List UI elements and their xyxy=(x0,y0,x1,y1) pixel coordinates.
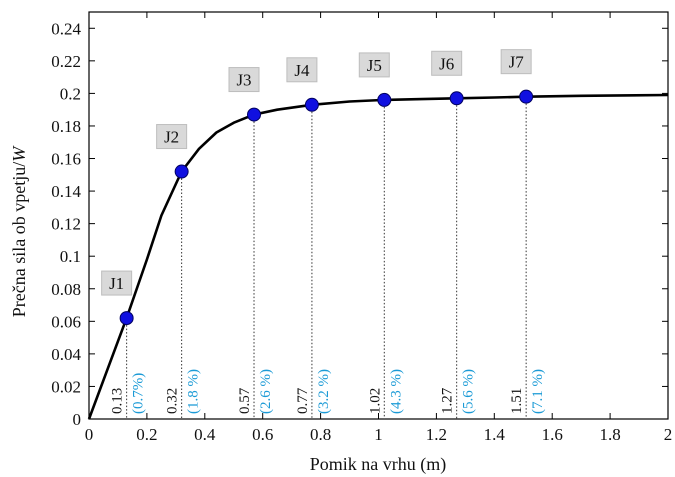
point-label: J1 xyxy=(109,274,124,293)
drift-percent-label: (0.7%) xyxy=(131,373,147,414)
point-marker xyxy=(174,164,189,179)
y-tick-label: 0.06 xyxy=(51,312,81,331)
point-label: J4 xyxy=(294,61,310,80)
point-annotations: 0.13 (0.7%) 0.32 (1.8 %) 0.57 (2.6 %) 0.77 (3.2… xyxy=(110,369,547,414)
x-tick-label: 1.8 xyxy=(599,425,620,444)
y-tick-label: 0.02 xyxy=(51,377,81,396)
displacement-label: 1.51 xyxy=(509,388,525,414)
y-tick-label: 0.1 xyxy=(60,247,81,266)
point-label-box xyxy=(500,49,532,75)
y-tick-label: 0.04 xyxy=(51,345,81,364)
point-marker xyxy=(377,92,392,107)
x-axis-title: Pomik na vrhu (m) xyxy=(310,454,447,475)
point-labels: J1 J2 J3 J4 J5 J6 J7 xyxy=(101,49,532,296)
point-label: J7 xyxy=(509,53,525,72)
y-ticks: 0 0.02 0.04 0.06 0.08 0.1 0.12 0.14 0.16 0.18 0.2 0… xyxy=(51,19,668,429)
y-tick-label: 0.16 xyxy=(51,150,81,169)
displacement-label: 0.57 xyxy=(237,387,253,414)
y-tick-label: 0 xyxy=(73,410,82,429)
point-marker xyxy=(304,97,319,112)
y-tick-label: 0.18 xyxy=(51,117,81,136)
point-marker xyxy=(247,107,262,122)
x-tick-label: 0.8 xyxy=(310,425,331,444)
point-label: J3 xyxy=(236,71,251,90)
x-tick-label: 1.4 xyxy=(484,425,506,444)
displacement-label: 0.32 xyxy=(165,388,181,414)
x-tick-label: 1.6 xyxy=(542,425,563,444)
plot-area: 0 0.2 0.4 0.6 0.8 1 1.2 1.4 1.6 1.8 2 0 0.02 0.04 0.0… xyxy=(51,11,673,444)
y-tick-label: 0.24 xyxy=(51,19,81,38)
displacement-label: 0.77 xyxy=(295,387,311,414)
x-ticks: 0 0.2 0.4 0.6 0.8 1 1.2 1.4 1.6 1.8 2 xyxy=(85,12,673,444)
y-tick-label: 0.12 xyxy=(51,215,81,234)
point-marker xyxy=(519,89,534,104)
series-line xyxy=(87,93,669,420)
x-tick-label: 0.6 xyxy=(252,425,273,444)
y-axis-title-var: W xyxy=(9,145,29,162)
annotation-guides xyxy=(126,96,527,419)
point-label-box xyxy=(101,270,133,296)
drift-percent-label: (7.1 %) xyxy=(530,369,546,414)
point-label-box xyxy=(228,67,260,93)
point-label: J6 xyxy=(439,54,454,73)
x-tick-label: 0 xyxy=(85,425,94,444)
x-tick-label: 1.2 xyxy=(426,425,447,444)
x-tick-label: 0.2 xyxy=(136,425,157,444)
x-tick-label: 0.4 xyxy=(194,425,216,444)
drift-percent-label: (5.6 %) xyxy=(461,369,477,414)
drift-percent-label: (4.3 %) xyxy=(388,369,404,414)
point-label-box xyxy=(286,57,318,83)
displacement-label: 0.13 xyxy=(110,388,126,414)
drift-percent-label: (3.2 %) xyxy=(316,369,332,414)
y-axis-title: Prečna sila ob vpetju/W xyxy=(9,145,29,317)
y-tick-label: 0.22 xyxy=(51,52,81,71)
point-label: J5 xyxy=(367,56,382,75)
drift-percent-label: (1.8 %) xyxy=(186,369,202,414)
point-label-box xyxy=(358,52,390,78)
displacement-label: 1.27 xyxy=(440,387,456,414)
point-label-box xyxy=(431,50,463,76)
point-marker xyxy=(119,311,134,326)
x-tick-label: 1 xyxy=(374,425,383,444)
y-axis-title-main: Prečna sila ob vpetju/ xyxy=(9,162,29,317)
displacement-label: 1.02 xyxy=(367,388,383,414)
point-label-box xyxy=(156,124,188,150)
drift-percent-label: (2.6 %) xyxy=(258,369,274,414)
point-marker xyxy=(449,91,464,106)
point-label: J2 xyxy=(164,128,179,147)
x-tick-label: 2 xyxy=(664,425,673,444)
y-tick-label: 0.14 xyxy=(51,182,81,201)
y-tick-label: 0.2 xyxy=(60,84,81,103)
y-tick-label: 0.08 xyxy=(51,280,81,299)
point-markers xyxy=(119,89,534,326)
